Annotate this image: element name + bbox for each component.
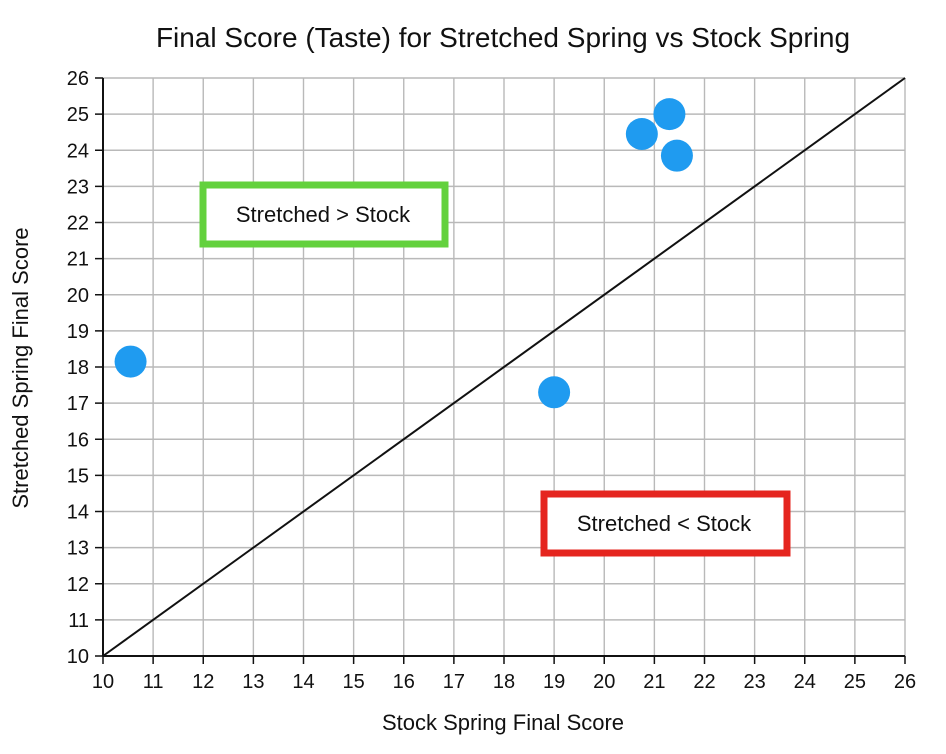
y-tick-label: 21 [67, 249, 89, 271]
y-tick-label: 16 [67, 429, 89, 451]
y-tick-label: 10 [67, 646, 89, 668]
y-tick-label: 23 [67, 176, 89, 198]
data-point [114, 345, 147, 378]
y-tick-label: 25 [67, 104, 89, 126]
x-tick-label: 11 [143, 671, 164, 693]
x-tick-label: 10 [92, 671, 114, 693]
data-points [114, 98, 693, 409]
x-tick-label: 17 [443, 671, 465, 693]
x-tick-label: 15 [343, 671, 365, 693]
x-tick-label: 12 [192, 671, 214, 693]
annotation-label: Stretched > Stock [236, 202, 411, 227]
y-tick-label: 14 [67, 502, 89, 524]
data-point [538, 376, 571, 409]
x-axis-title: Stock Spring Final Score [382, 710, 624, 735]
data-point [653, 98, 686, 131]
x-tick-label: 19 [543, 671, 565, 693]
stretched-greater-annotation: Stretched > Stock [199, 181, 449, 248]
y-axis-title: Stretched Spring Final Score [8, 227, 33, 508]
x-tick-label: 26 [894, 671, 916, 693]
annotation-label: Stretched < Stock [577, 511, 752, 536]
annotation-box [540, 490, 791, 557]
grid-lines [103, 77, 906, 656]
y-tick-label: 19 [67, 321, 89, 343]
x-tick-label: 20 [593, 671, 615, 693]
x-tick-label: 25 [844, 671, 866, 693]
y-tick-label: 22 [67, 213, 89, 235]
chart-title: Final Score (Taste) for Stretched Spring… [156, 22, 850, 53]
y-tick-label: 18 [67, 357, 89, 379]
x-tick-label: 13 [242, 671, 264, 693]
x-tick-label: 14 [292, 671, 314, 693]
y-tick-label: 15 [67, 465, 89, 487]
x-tick-label: 24 [794, 671, 816, 693]
y-tick-label: 17 [67, 393, 89, 415]
data-point [625, 117, 658, 150]
y-tick-label: 20 [67, 285, 89, 307]
stretched-less-annotation: Stretched < Stock [540, 490, 791, 557]
reference-diagonal-line [102, 77, 906, 657]
y-tick-label: 13 [67, 538, 89, 560]
x-tick-label: 18 [493, 671, 515, 693]
data-point [660, 139, 693, 172]
x-tick-label: 16 [393, 671, 415, 693]
y-tick-label: 24 [67, 140, 89, 162]
x-tick-label: 22 [693, 671, 715, 693]
x-tick-label: 23 [744, 671, 766, 693]
annotation-box [199, 181, 449, 248]
y-tick-label: 11 [68, 610, 89, 632]
y-tick-label: 26 [67, 68, 89, 90]
y-tick-label: 12 [67, 574, 89, 596]
x-tick-label: 21 [643, 671, 665, 693]
